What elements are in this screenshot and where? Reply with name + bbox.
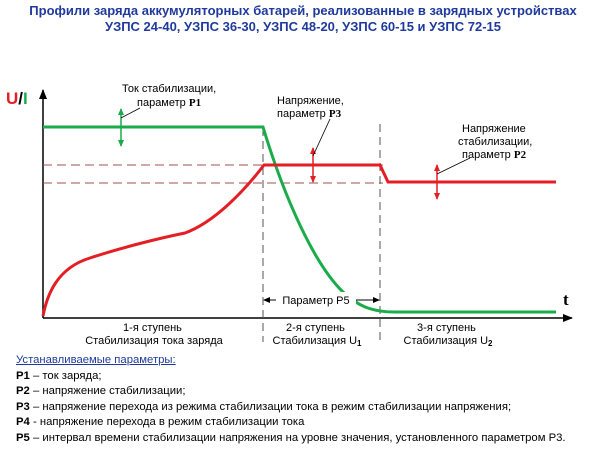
stage-3-label: 3-я ступень Стабилизация U2 [404,322,494,348]
parameters-heading: Устанавливаемые параметры: [16,354,176,366]
parameter-code: P5 [16,431,30,444]
p2-annotation-line-3: параметр [462,149,511,161]
parameter-code: P1 [16,369,30,382]
stage-1-line-1: 1-я ступень [123,322,182,334]
p5-label-bg [276,292,356,307]
y-axis-label: U/I [6,89,28,108]
parameter-text: – интервал времени стабилизации напряжен… [29,431,566,444]
p3-annotation-line-2: параметр [277,108,326,120]
title-line-2: УЗПС 24-40, УЗПС 36-30, УЗПС 48-20, УЗПС… [104,19,501,34]
stage-2-line-2: Стабилизация U [273,335,358,347]
p1-annotation: Ток стабилизации, параметр P1 [122,83,219,109]
p3-annotation: Напряжение, параметр P3 [277,95,347,120]
p3-code: P3 [329,108,342,120]
y-label-u: U [6,89,18,108]
p1-annotation-line-1: Ток стабилизации, [122,83,216,95]
parameters-list: Устанавливаемые параметры: P1 – ток заря… [16,353,602,446]
p2-leader [436,157,471,175]
p1-annotation-line-2: параметр [137,97,186,109]
p5-label: Параметр Р5 [282,295,349,307]
parameter-code: P2 [16,385,30,397]
stage-2-label: 2-я ступень Стабилизация U1 [273,322,363,348]
current-curve [43,125,556,314]
parameter-row-p2: P2 – напряжение стабилизации; [16,384,602,400]
parameter-row-p3: P3 – напряжение перехода из режима стаби… [16,400,602,416]
stage-2-sub: 1 [357,339,362,348]
page-title: Профили заряда аккумуляторных батарей, р… [0,3,606,35]
p2-annotation-line-1: Напряжение [462,123,526,135]
x-axis-label: t [563,290,569,309]
p1-leader [120,107,141,119]
stage-1-label: 1-я ступень Стабилизация тока заряда [85,322,223,347]
parameter-row-p5: P5 – интервал времени стабилизации напря… [16,431,602,447]
title-line-1: Профили заряда аккумуляторных батарей, р… [29,3,577,18]
y-label-sep: / [18,89,23,108]
p2-annotation: Напряжение стабилизации, параметр P2 [458,123,535,161]
parameter-row-p1: P1 – ток заряда; [16,369,602,385]
stage-2-line-1: 2-я ступень [286,322,345,334]
stage-1-line-2: Стабилизация тока заряда [85,335,223,347]
parameter-row-p4: P4 - напряжение перехода в режим стабили… [16,415,602,431]
p3-leader [312,118,331,157]
parameter-text: – ток заряда; [29,369,102,382]
parameter-code: P3 [16,400,30,413]
stage-3-line-2: Стабилизация U [404,335,489,347]
voltage-curve [41,163,556,317]
parameter-text: - напряжение перехода в режим стабилизац… [29,416,305,428]
p3-annotation-line-1: Напряжение, [277,95,344,107]
y-label-i: I [23,89,28,108]
p2-code: P2 [514,149,527,161]
parameter-text: – напряжение стабилизации; [29,385,186,397]
p1-code: P1 [189,97,201,109]
stage-3-line-1: 3-я ступень [417,322,476,334]
parameter-text: – напряжение перехода из режима стабилиз… [29,400,512,413]
parameter-code: P4 [16,416,30,428]
p2-annotation-line-2: стабилизации, [458,136,532,148]
stage-3-sub: 2 [488,339,493,348]
